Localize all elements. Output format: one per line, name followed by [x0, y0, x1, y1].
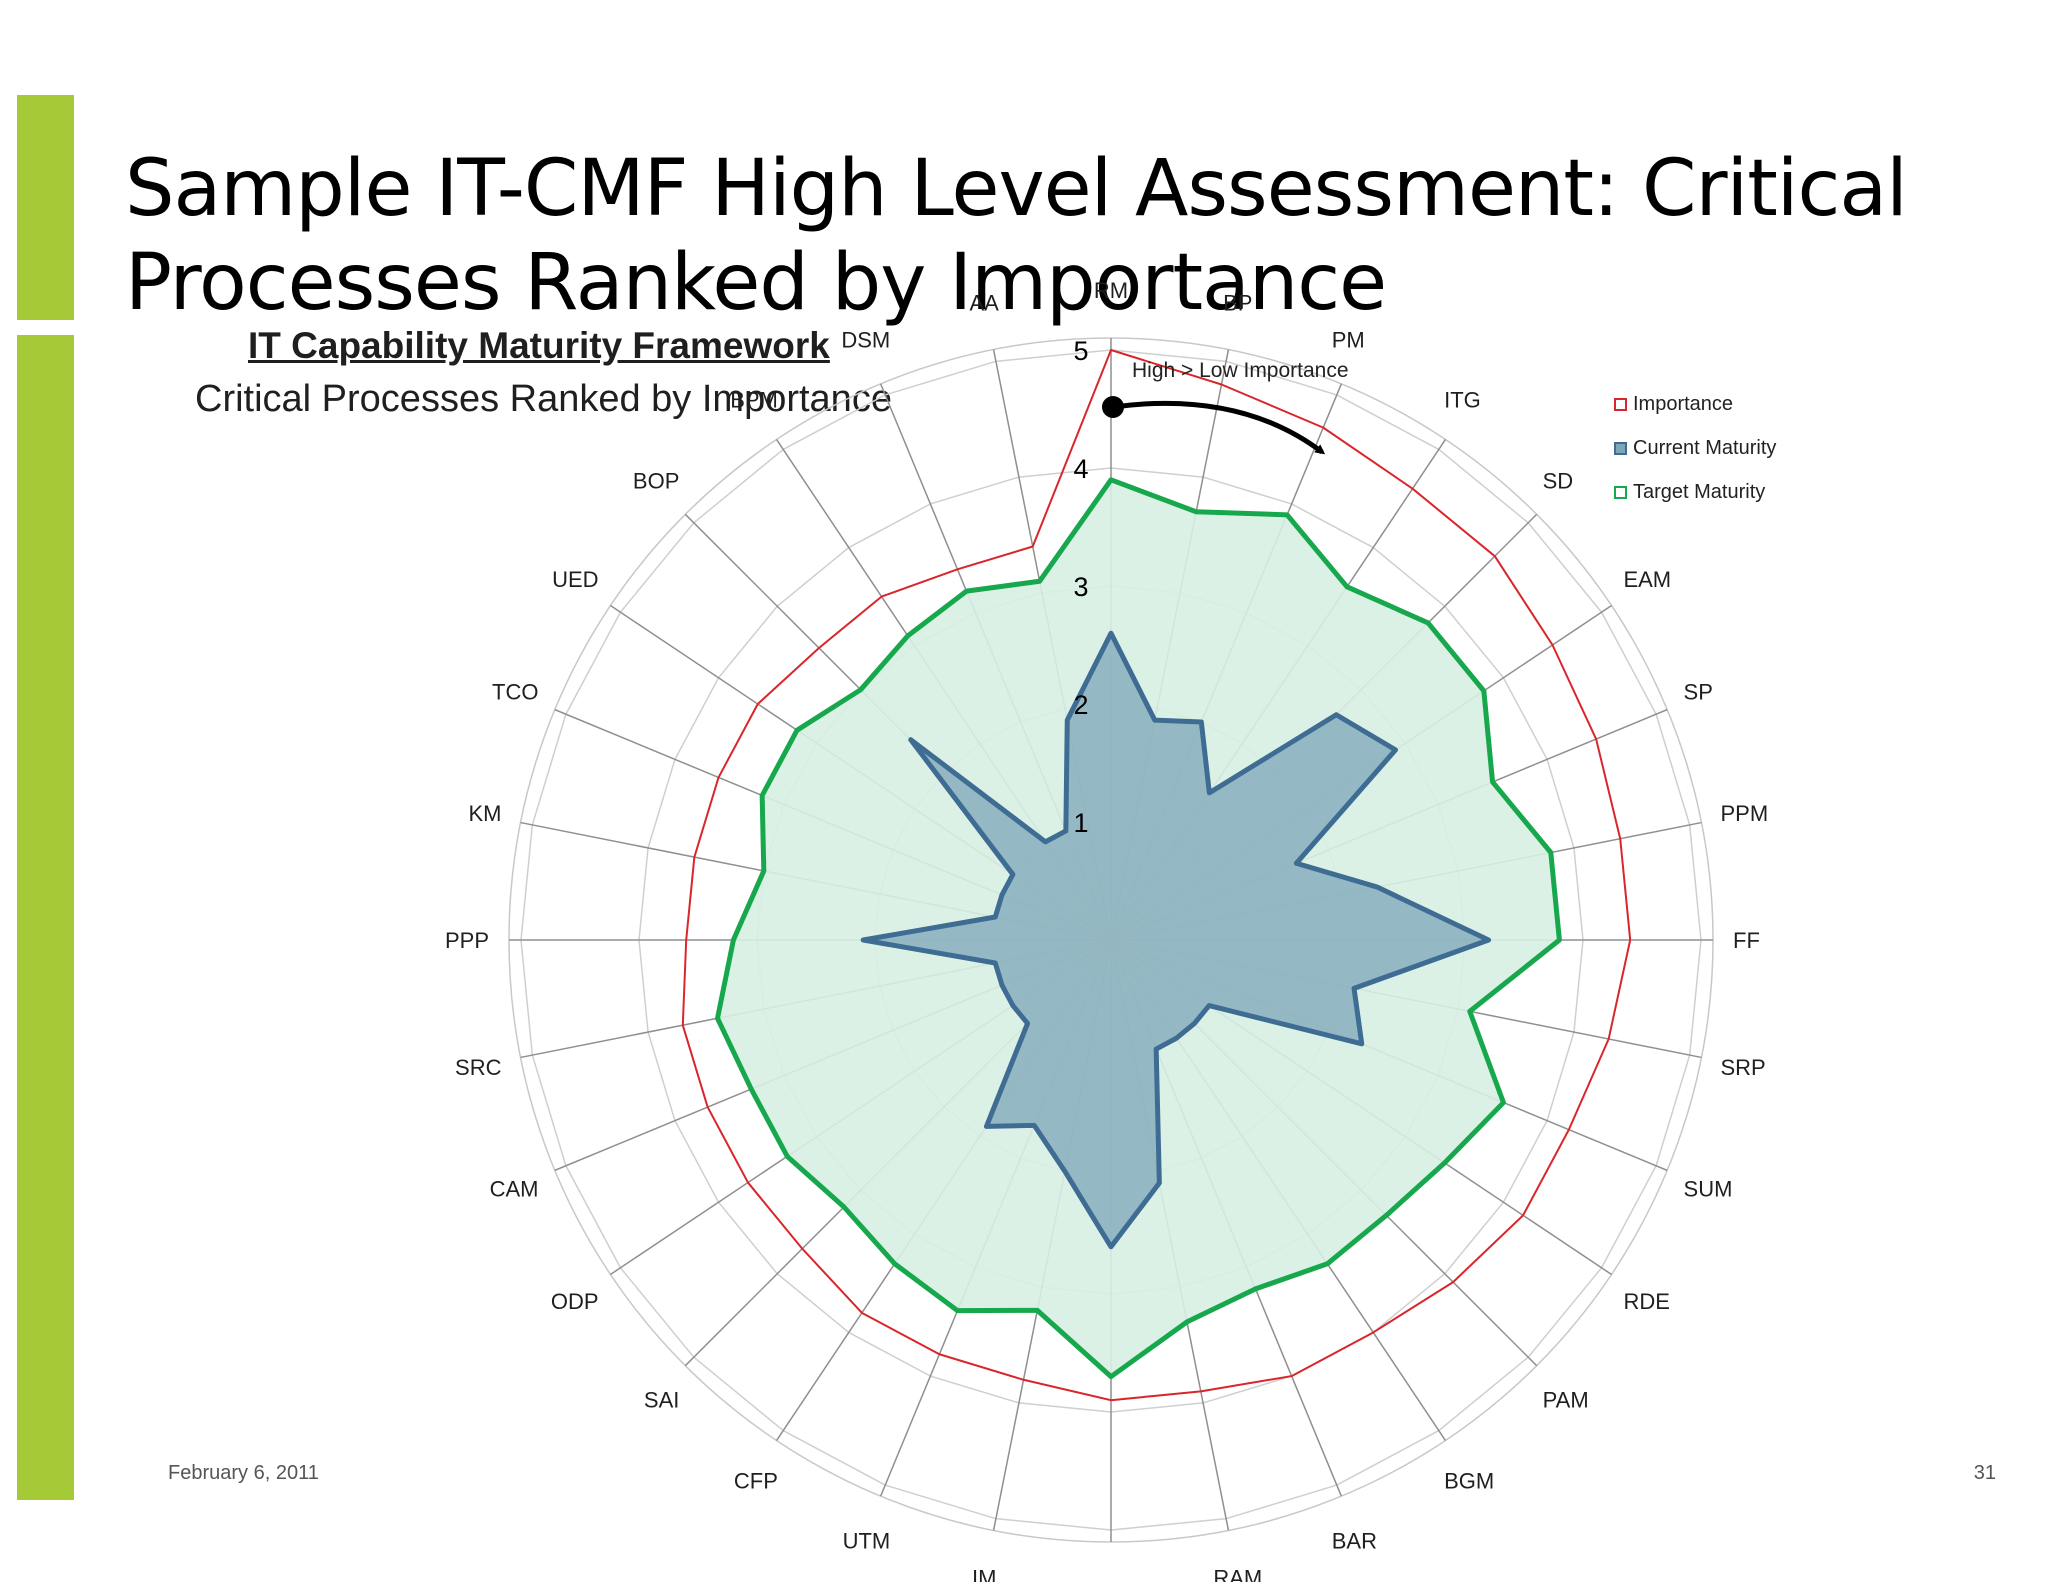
- category-label-cfp: CFP: [734, 1468, 778, 1493]
- category-label-sum: SUM: [1684, 1177, 1733, 1202]
- annotation-arrow: [1112, 400, 1326, 455]
- accent-bar-bottom: [17, 335, 74, 1500]
- category-label-ppm: PPM: [1721, 801, 1769, 826]
- category-label-ppp: PPP: [445, 928, 489, 953]
- legend-label: Importance: [1633, 392, 1734, 415]
- legend-swatch-importance: [1614, 397, 1627, 411]
- category-label-cam: CAM: [490, 1177, 539, 1202]
- category-label-rm: RM: [1094, 278, 1128, 303]
- category-label-ff: FF: [1733, 928, 1760, 953]
- page-number: 31: [1973, 1462, 1996, 1484]
- category-label-tim: TIM: [1092, 1578, 1130, 1582]
- category-label-pam: PAM: [1543, 1388, 1589, 1413]
- slide-title: Sample IT-CMF High Level Assessment: Cri…: [125, 142, 1925, 330]
- radial-tick-label: 4: [1073, 454, 1088, 484]
- category-label-tco: TCO: [492, 679, 538, 704]
- category-label-bop: BOP: [633, 468, 679, 493]
- category-label-src: SRC: [455, 1055, 502, 1080]
- legend-label: Target Maturity: [1633, 480, 1766, 503]
- category-label-bgm: BGM: [1444, 1468, 1494, 1493]
- category-label-odp: ODP: [551, 1289, 599, 1314]
- accent-bar-top: [17, 95, 74, 320]
- category-label-ued: UED: [552, 567, 598, 592]
- chart-title: IT Capability Maturity Framework: [248, 325, 830, 366]
- chart-legend: Importance Current Maturity Target Matur…: [1614, 382, 1776, 514]
- footer-date: February 6, 2011: [168, 1462, 319, 1484]
- category-label-im: IM: [972, 1566, 996, 1582]
- radial-tick-label: 3: [1073, 572, 1088, 602]
- category-label-rde: RDE: [1623, 1289, 1669, 1314]
- category-label-km: KM: [468, 801, 501, 826]
- series-current-maturity: [860, 630, 1492, 1250]
- radial-tick-label: 5: [1073, 336, 1088, 366]
- legend-item-importance: Importance: [1614, 382, 1776, 426]
- importance-annotation: High > Low Importance: [1102, 359, 1349, 455]
- category-label-bar: BAR: [1332, 1529, 1377, 1554]
- radar-series: [681, 349, 1632, 1402]
- category-label-sp: SP: [1684, 679, 1713, 704]
- legend-swatch-target-maturity: [1614, 485, 1627, 499]
- category-label-itg: ITG: [1444, 388, 1481, 413]
- legend-label: Current Maturity: [1633, 436, 1777, 459]
- category-label-aa: AA: [970, 290, 1000, 315]
- legend-item-target-maturity: Target Maturity: [1614, 470, 1776, 514]
- category-label-sd: SD: [1543, 468, 1574, 493]
- category-label-sai: SAI: [644, 1388, 679, 1413]
- radial-tick-label: 2: [1073, 690, 1088, 720]
- category-label-pm: PM: [1332, 327, 1365, 352]
- legend-item-current-maturity: Current Maturity: [1614, 426, 1776, 470]
- category-label-bpm: BPM: [730, 388, 778, 413]
- category-label-dsm: DSM: [841, 327, 890, 352]
- category-label-ram: RAM: [1213, 1566, 1262, 1582]
- category-label-srp: SRP: [1721, 1055, 1766, 1080]
- category-label-eam: EAM: [1623, 567, 1671, 592]
- chart-subtitle: Critical Processes Ranked by Importance: [195, 378, 892, 420]
- legend-swatch-current-maturity: [1614, 441, 1627, 455]
- category-label-bp: BP: [1223, 290, 1252, 315]
- annotation-label: High > Low Importance: [1132, 359, 1349, 382]
- series-importance: [681, 349, 1632, 1402]
- slide-title-line2: Processes Ranked by Importance: [125, 238, 1387, 328]
- category-label-utm: UTM: [843, 1529, 891, 1554]
- radar-labels: RM BP PM ITG SD EAM SP PPM FF SRP SUM RDE PAM BGM BAR R…: [445, 278, 1768, 1582]
- radial-tick-label: 1: [1073, 808, 1088, 838]
- slide-title-line1: Sample IT-CMF High Level Assessment: Cri…: [125, 144, 1908, 234]
